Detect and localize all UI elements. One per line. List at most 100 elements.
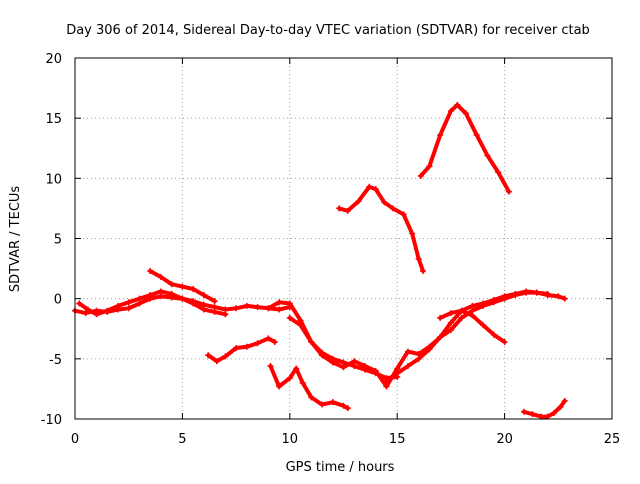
- data-point: [372, 367, 379, 374]
- data-point: [473, 132, 480, 139]
- data-point: [447, 107, 454, 114]
- data-point: [544, 290, 551, 297]
- data-point: [394, 370, 401, 377]
- data-point: [271, 338, 278, 345]
- data-point: [501, 338, 508, 345]
- x-tick-label: 5: [178, 432, 186, 447]
- data-point: [529, 411, 536, 418]
- data-point: [505, 188, 512, 195]
- data-point: [381, 199, 388, 206]
- data-point: [426, 163, 433, 170]
- data-point: [561, 397, 568, 404]
- data-point: [520, 408, 527, 415]
- data-point: [523, 288, 530, 295]
- data-point: [233, 345, 240, 352]
- data-point: [276, 383, 283, 390]
- data-point: [447, 310, 454, 317]
- data-point: [147, 292, 154, 299]
- data-point: [205, 352, 212, 359]
- y-tick-label: 15: [45, 112, 62, 127]
- series-line: [418, 102, 511, 194]
- data-point: [383, 383, 390, 390]
- data-point: [469, 302, 476, 309]
- data-point: [551, 409, 558, 416]
- data-point: [437, 132, 444, 139]
- data-point: [355, 198, 362, 205]
- data-point: [265, 305, 272, 312]
- series-line: [206, 336, 277, 364]
- data-point: [555, 293, 562, 300]
- data-point: [190, 286, 197, 293]
- data-point: [243, 343, 250, 350]
- data-point: [484, 152, 491, 159]
- data-point: [82, 310, 89, 317]
- y-tick-label: 20: [45, 52, 62, 67]
- data-point: [426, 346, 433, 353]
- data-point: [400, 211, 407, 218]
- data-point: [490, 331, 497, 338]
- series-track-6: [267, 363, 351, 412]
- data-point: [168, 281, 175, 288]
- data-point: [157, 288, 164, 295]
- series-track-11: [417, 101, 512, 195]
- data-point: [351, 358, 358, 365]
- data-point: [462, 110, 469, 117]
- data-point: [293, 365, 300, 372]
- data-point: [222, 353, 229, 360]
- x-tick-label: 20: [496, 432, 513, 447]
- data-point: [276, 299, 283, 306]
- data-point: [415, 355, 422, 362]
- data-point: [147, 267, 154, 274]
- y-tick-label: -10: [41, 413, 62, 428]
- data-point: [533, 289, 540, 296]
- data-point: [136, 295, 143, 302]
- chart-title: Day 306 of 2014, Sidereal Day-to-day VTE…: [66, 23, 590, 38]
- data-point: [125, 305, 132, 312]
- data-point: [383, 377, 390, 384]
- tick-labels: 0 5 10 15 20 25 -10 -5 0 5 10 15 20: [41, 52, 621, 447]
- series-line: [268, 364, 350, 411]
- grid: [75, 58, 612, 419]
- y-tick-label: 5: [54, 233, 62, 248]
- data-point: [415, 255, 422, 262]
- data-point: [329, 399, 336, 406]
- data-point: [458, 307, 465, 314]
- data-point: [211, 308, 218, 315]
- series-track-3: [147, 267, 218, 305]
- y-axis-label: SDTVAR / TECUs: [8, 186, 23, 293]
- data-point: [265, 335, 272, 342]
- data-point: [319, 401, 326, 408]
- data-point: [409, 230, 416, 237]
- data-point: [179, 283, 186, 290]
- series-track-2: [76, 288, 229, 318]
- data-point: [168, 290, 175, 297]
- data-point: [447, 319, 454, 326]
- data-point: [254, 340, 261, 347]
- data-point: [200, 306, 207, 313]
- data-point: [243, 302, 250, 309]
- x-tick-label: 15: [389, 432, 406, 447]
- data-point: [404, 363, 411, 370]
- plot-frame: [74, 57, 613, 420]
- data-point: [447, 326, 454, 333]
- data-point: [286, 314, 293, 321]
- series-track-12: [520, 397, 568, 420]
- x-tick-label: 0: [71, 432, 79, 447]
- data-point: [222, 311, 229, 318]
- data-point: [308, 338, 315, 345]
- data-point: [336, 205, 343, 212]
- data-point: [286, 375, 293, 382]
- data-point: [340, 364, 347, 371]
- data-point: [404, 348, 411, 355]
- data-point: [417, 172, 424, 179]
- data-point: [114, 302, 121, 309]
- data-point: [495, 169, 502, 176]
- data-point: [319, 352, 326, 359]
- x-tick-label: 10: [282, 432, 299, 447]
- data-point: [437, 334, 444, 341]
- data-point: [490, 296, 497, 303]
- data-layer: [72, 101, 568, 420]
- data-point: [179, 295, 186, 302]
